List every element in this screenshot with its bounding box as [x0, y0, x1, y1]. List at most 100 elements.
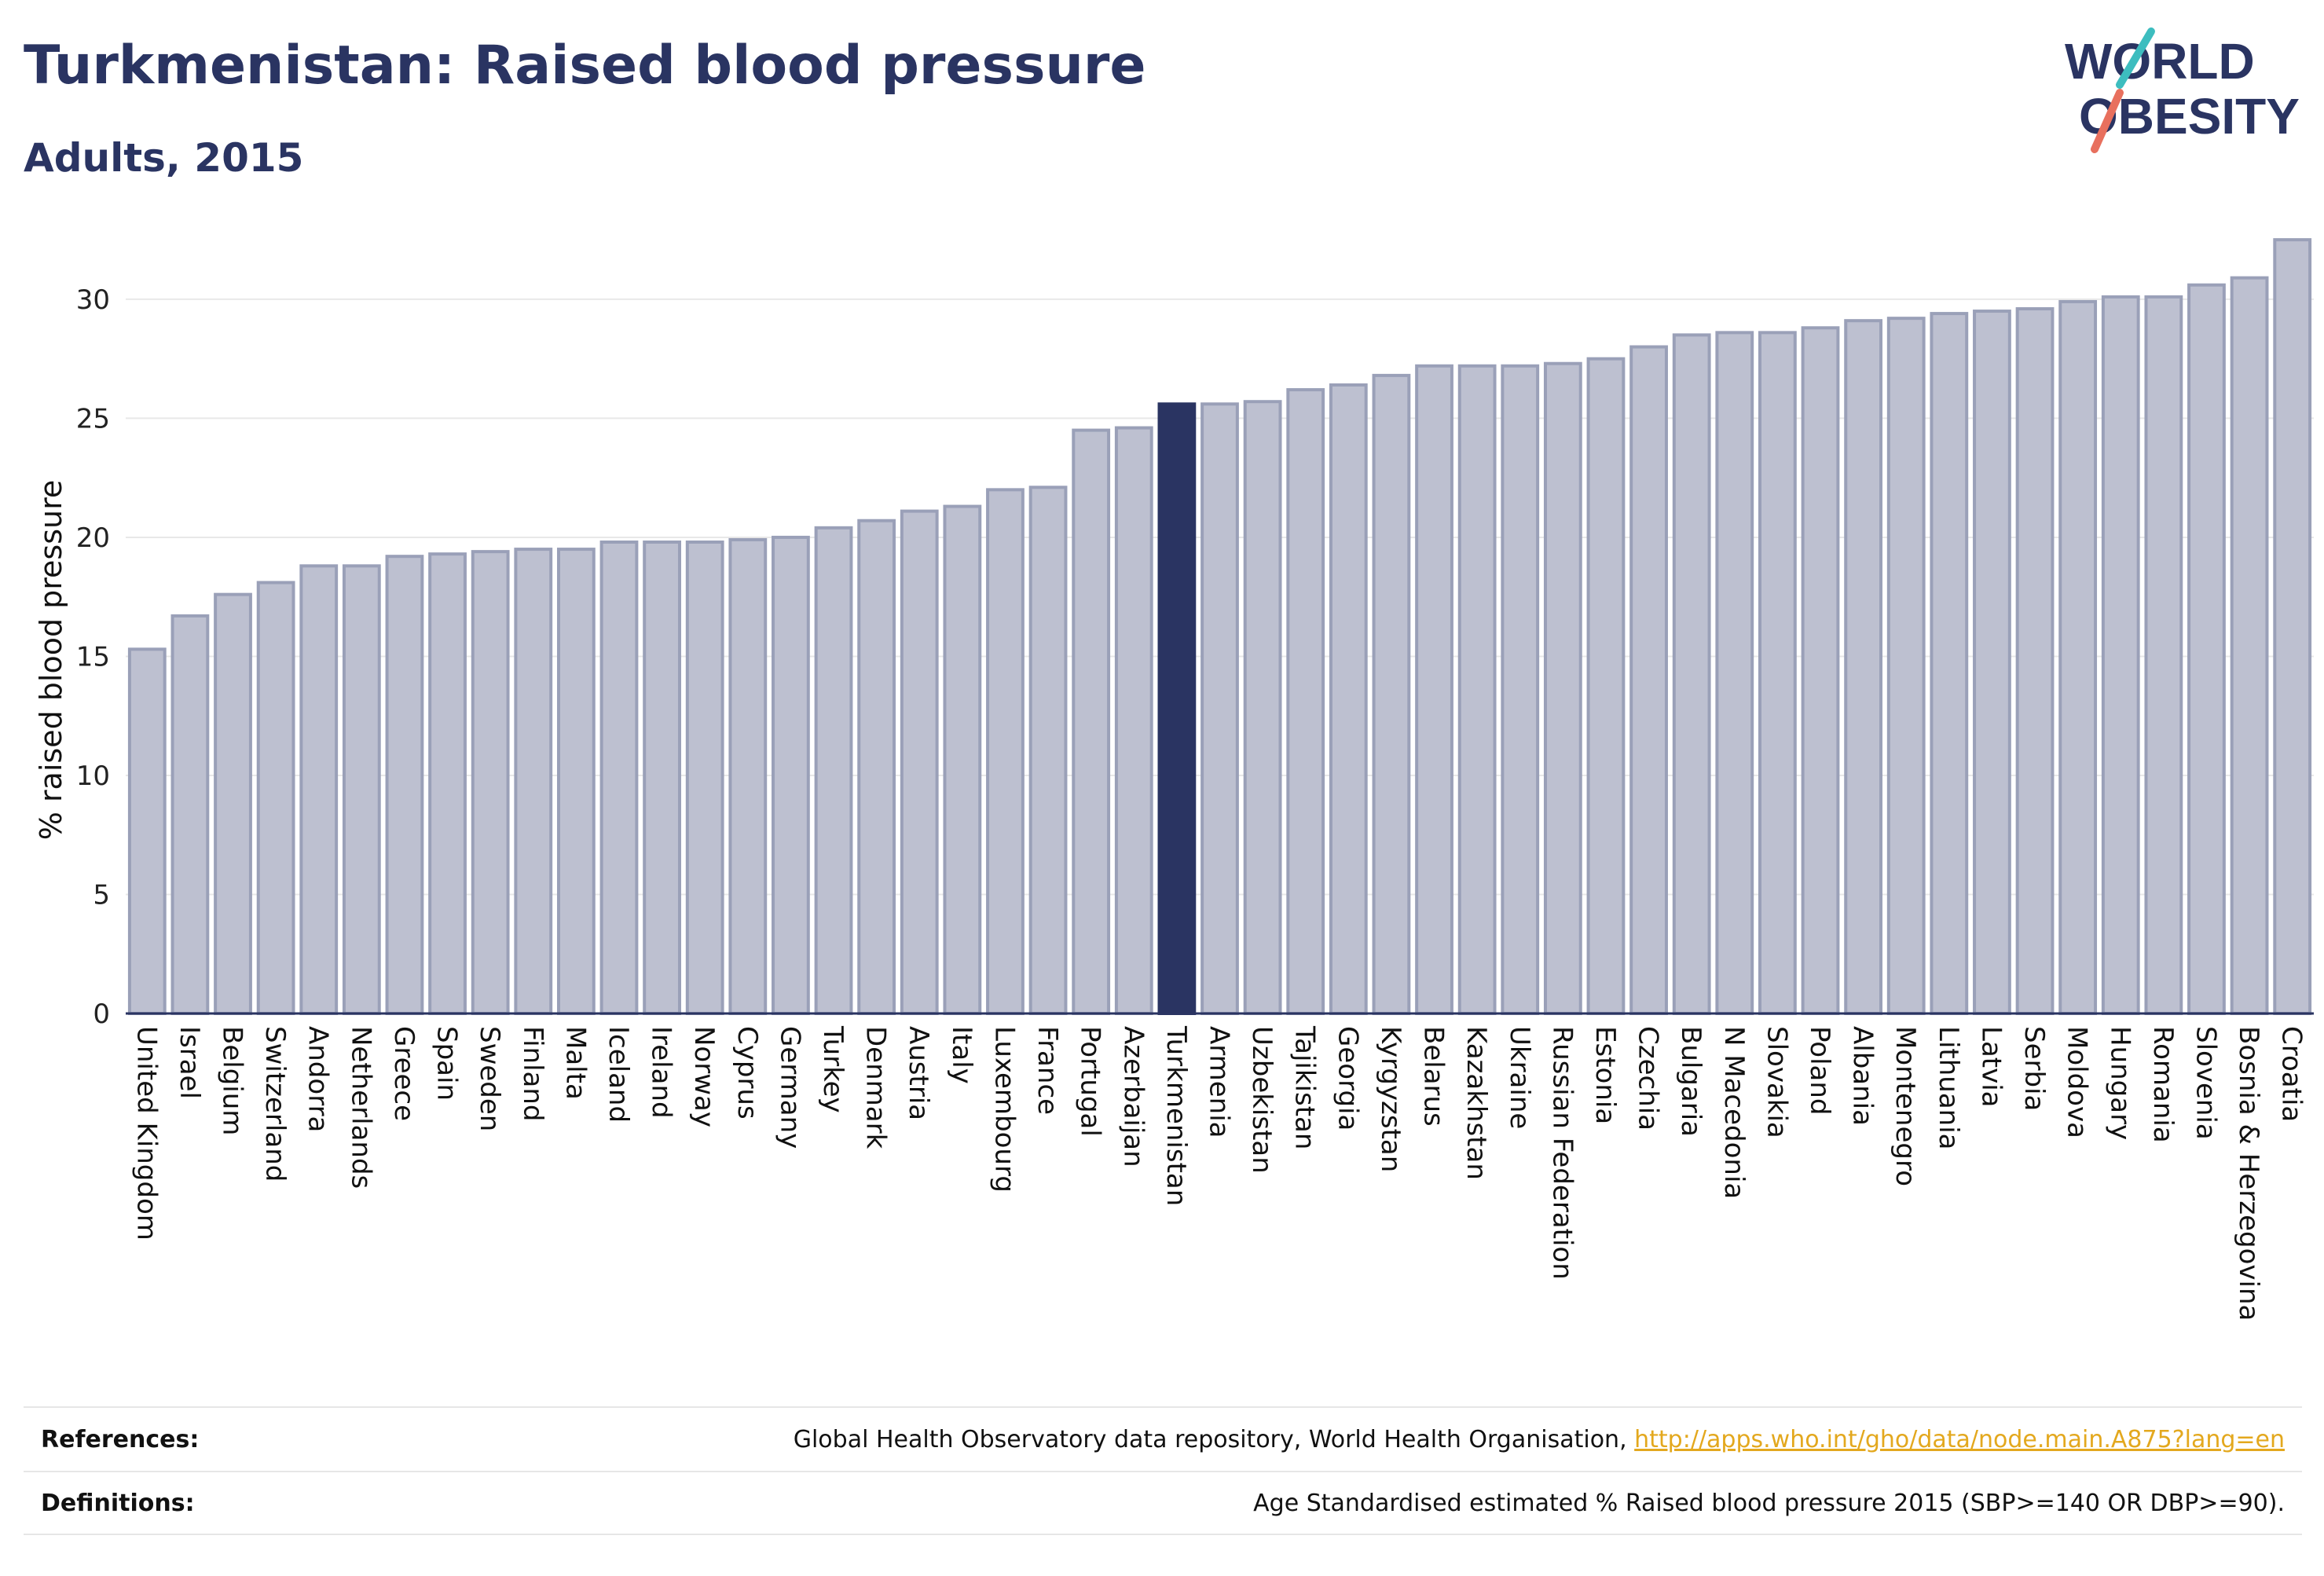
bar [1329, 383, 1368, 1015]
x-tick-label: Slovenia [2190, 1026, 2221, 1140]
y-tick-label: 10 [76, 761, 110, 792]
x-tick-label: Slovakia [1761, 1026, 1792, 1138]
bar [685, 541, 724, 1015]
x-tick-label: Cyprus [731, 1026, 763, 1120]
y-tick-label: 25 [76, 403, 110, 434]
bar [1973, 310, 2011, 1015]
bar [1543, 361, 1582, 1015]
x-tick-label: Iceland [603, 1026, 634, 1123]
x-tick-label: Azerbaijan [1117, 1026, 1149, 1167]
x-tick-label: Estonia [1589, 1026, 1621, 1124]
x-tick-label: Malta [559, 1026, 591, 1100]
bar [1629, 345, 1668, 1015]
bar [1157, 402, 1197, 1015]
world-obesity-logo: WORLD OBESITY [2065, 27, 2300, 153]
x-tick-label: Andorra [302, 1026, 334, 1132]
x-tick-label: Sweden [474, 1026, 505, 1131]
bar [2144, 295, 2183, 1015]
y-tick-label: 0 [93, 999, 110, 1030]
x-tick-label: Greece [388, 1026, 420, 1121]
axes: 0 5 10 15 20 25 30 United Kingdom Israel Belgium S… [76, 284, 2314, 1321]
bar [214, 592, 252, 1015]
bar [1930, 312, 1969, 1016]
bar [514, 548, 553, 1015]
bar [1243, 400, 1282, 1016]
x-tick-label: Montenegro [1890, 1026, 1921, 1186]
x-tick-label: Belarus [1418, 1026, 1450, 1127]
bar [1886, 317, 1926, 1016]
references-link[interactable]: http://apps.who.int/gho/data/node.main.A… [1634, 1425, 2285, 1453]
bar [1672, 333, 1711, 1015]
y-tick-label: 5 [93, 879, 110, 911]
x-tick-label: Netherlands [345, 1026, 376, 1189]
bar [1457, 364, 1497, 1015]
bar [943, 504, 982, 1015]
x-tick-label: Ireland [646, 1026, 677, 1119]
definitions-row: Definitions: Age Standardised estimated … [24, 1471, 2302, 1535]
references-value: Global Health Observatory data repositor… [794, 1426, 2285, 1453]
bars [127, 238, 2312, 1016]
x-tick-label: Bulgaria [1675, 1026, 1706, 1137]
x-tick-label: Uzbekistan [1246, 1026, 1277, 1174]
logo-slash-teal [2116, 27, 2155, 89]
bar [2101, 295, 2140, 1015]
x-tick-label: Italy [946, 1026, 977, 1084]
x-tick-label: Poland [1804, 1026, 1835, 1116]
bar [814, 526, 853, 1015]
x-tick-label: Luxembourg [988, 1026, 1020, 1193]
bar [2230, 276, 2269, 1015]
x-tick-label: Romania [2147, 1026, 2179, 1143]
x-tick-label: Lithuania [1933, 1026, 1964, 1149]
bar [1586, 357, 1626, 1015]
logo-line1: WORLD [2065, 33, 2255, 90]
bar [428, 552, 467, 1015]
x-tick-label: Armenia [1204, 1026, 1235, 1138]
x-tick-label: Hungary [2104, 1026, 2135, 1140]
logo-slash-coral [2091, 89, 2124, 153]
bar [1286, 388, 1325, 1015]
bar [2015, 307, 2055, 1016]
bar [772, 535, 810, 1015]
x-tick-label: Switzerland [259, 1026, 291, 1182]
x-tick-label: Kyrgyzstan [1375, 1026, 1406, 1172]
x-tick-label: Denmark [860, 1026, 892, 1149]
bar [1072, 428, 1111, 1015]
bar [1415, 364, 1453, 1015]
bar [2187, 283, 2226, 1015]
bar [857, 519, 896, 1015]
bar [170, 614, 210, 1015]
definitions-label: Definitions: [41, 1489, 195, 1517]
references-label: References: [41, 1425, 200, 1453]
bar [2273, 238, 2312, 1016]
x-tick-label: Austria [903, 1026, 934, 1120]
bar [900, 509, 939, 1015]
bar [986, 488, 1025, 1015]
x-tick-label: Serbia [2018, 1026, 2050, 1111]
definitions-text: Age Standardised estimated % Raised bloo… [1253, 1489, 2285, 1517]
x-tick-label: Portugal [1075, 1026, 1106, 1137]
y-tick-label: 30 [76, 284, 110, 316]
bar [643, 541, 681, 1015]
x-tick-label: Turkmenistan [1160, 1025, 1192, 1206]
x-tick-label: Bosnia & Herzegovina [2233, 1026, 2264, 1321]
x-tick-label: Latvia [1975, 1026, 2007, 1108]
references-row: References: Global Health Observatory da… [24, 1406, 2302, 1471]
bar-chart: 0 5 10 15 20 25 30 United Kingdom Israel Belgium S… [34, 238, 2314, 1321]
x-tick-label: Georgia [1332, 1026, 1363, 1131]
bar [1501, 364, 1540, 1015]
bar [342, 564, 381, 1015]
x-tick-label: Belgium [217, 1026, 248, 1135]
bar [1715, 331, 1754, 1016]
bar [299, 564, 339, 1015]
bar [256, 581, 295, 1015]
y-tick-label: 15 [76, 641, 110, 673]
x-tick-label: Ukraine [1504, 1026, 1535, 1129]
bar [1758, 331, 1797, 1016]
y-tick-label: 20 [76, 522, 110, 554]
bar [728, 537, 768, 1015]
x-tick-label: Russian Federation [1546, 1026, 1578, 1280]
chart-subtitle: Adults, 2015 [24, 135, 304, 181]
x-tick-label: Spain [431, 1026, 463, 1101]
bar [1801, 326, 1840, 1016]
bar [1372, 373, 1411, 1015]
